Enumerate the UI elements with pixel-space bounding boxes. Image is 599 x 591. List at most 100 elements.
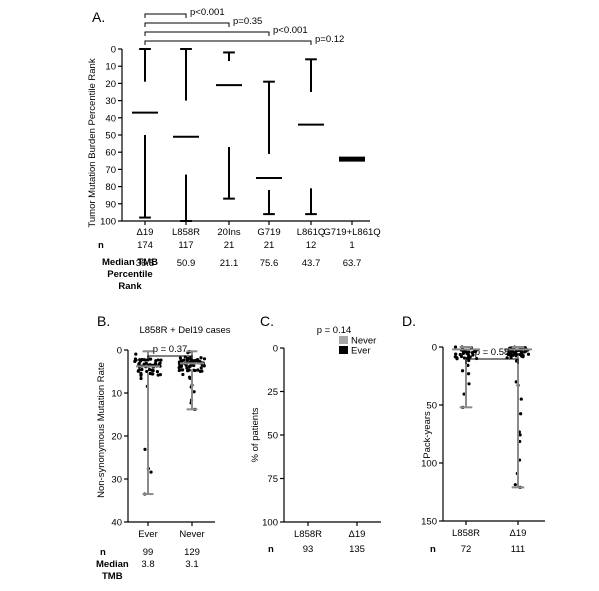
panel-b-0-data-point <box>133 357 138 361</box>
panel-b-median-label-line1: Median <box>96 559 129 570</box>
panel-a-y-axis-label: Tumor Mutation Burden Percentile Rank <box>87 58 98 227</box>
panel-b-x-tick-label: Ever <box>138 529 158 540</box>
panel-a-n-value: 12 <box>306 240 317 251</box>
panel-a-comparison-bracket <box>144 31 270 36</box>
panel-b-0-data-point <box>149 470 153 474</box>
panel-b-0-data-point <box>155 370 160 374</box>
panel-a-y-tick-label: 40 <box>105 113 116 124</box>
panel-d-n-value: 72 <box>461 544 472 555</box>
panel-b-0-data-point <box>143 447 147 451</box>
panel-d-0-data-point <box>467 382 471 386</box>
panel-b-0-data-point <box>142 362 146 366</box>
panel-d-0-data-point <box>467 350 471 354</box>
panel-b-letter: B. <box>97 313 110 329</box>
panel-c-legend-label: Never <box>351 336 376 347</box>
panel-b-0-data-point <box>137 362 141 366</box>
panel-b-1-data-point <box>177 365 181 370</box>
panel-d-x-tick-label: L858R <box>452 528 480 539</box>
panel-a-median-value: 63.7 <box>343 258 362 269</box>
panel-a-median-value: 36.5 <box>136 258 155 269</box>
panel-d-0-data-point <box>467 358 471 363</box>
panel-d-1-data-point <box>519 412 523 416</box>
panel-d-0-data-point <box>464 350 468 354</box>
panel-d-0-data-point <box>468 355 472 359</box>
panel-a-y-tick-label: 90 <box>105 199 116 210</box>
panel-b-1-data-point <box>192 390 196 394</box>
panel-d-1-data-point <box>519 397 523 401</box>
panel-a-y-tick-label: 70 <box>105 165 116 176</box>
panel-d-1-data-point <box>513 483 517 487</box>
panel-b-0-data-point <box>139 376 143 381</box>
panel-d-0-data-point <box>453 355 457 359</box>
panel-a-median-value: 75.6 <box>260 258 279 269</box>
panel-b-1-data-point <box>188 364 192 368</box>
panel-b-title: L858R + Del19 cases <box>139 325 230 336</box>
panel-c-n-value: 135 <box>349 544 365 555</box>
panel-a-y-tick-label: 20 <box>105 79 116 90</box>
panel-c-legend-label: Ever <box>351 346 371 357</box>
panel-b-n-value: 129 <box>184 547 200 558</box>
panel-a-comparison-bracket <box>144 22 230 27</box>
panel-a-x-tick-label: L861Q <box>297 227 326 238</box>
panel-c-y-tick-label: 75 <box>267 474 278 485</box>
panel-d-1-data-point <box>518 433 522 437</box>
panel-b-y-tick-label: 20 <box>111 432 122 443</box>
panel-a-median-value: 50.9 <box>177 258 196 269</box>
panel-c-letter: C. <box>260 313 274 329</box>
panel-b-0-data-point <box>140 367 144 372</box>
panel-d-0-data-point <box>471 353 475 357</box>
panel-b-1-data-point <box>186 369 190 373</box>
panel-a-x-tick-label: G719+L861Q <box>323 227 380 238</box>
panel-c-x-tick-label: L858R <box>294 529 322 540</box>
panel-b-1-data-point <box>197 359 202 363</box>
panel-d-y-tick-label: 100 <box>421 459 437 470</box>
panel-a-p-value: p<0.001 <box>190 7 225 18</box>
panel-a-median-value: 43.7 <box>302 258 321 269</box>
panel-b-0-data-point <box>149 357 153 361</box>
panel-c-p-value: p = 0.14 <box>317 325 352 336</box>
panel-b-0-data-point <box>138 358 142 362</box>
panel-a-n-value: 174 <box>137 240 153 251</box>
panel-a-p-value: p=0.12 <box>315 34 344 45</box>
panel-d-n-value: 111 <box>511 544 525 555</box>
panel-b-1-data-point <box>187 375 192 379</box>
panel-b-1-data-point <box>178 356 182 360</box>
panel-a-n-value: 21 <box>224 240 235 251</box>
panel-a-median-label-line2: Percentile <box>107 269 152 280</box>
panel-d-0-data-point <box>466 363 470 367</box>
panel-a-y-tick-label: 0 <box>111 45 116 56</box>
panel-b-0-data-point <box>145 369 149 374</box>
panel-d-boxplot: 0 50 100 150 L858R 72 Δ19 111 p = 0.58 <box>421 343 545 555</box>
panel-b-median-value: 3.8 <box>141 559 154 570</box>
panel-d-1-data-point <box>526 352 531 356</box>
panel-a-comparison-bracket <box>144 40 312 45</box>
panel-d-1-data-point <box>511 353 515 357</box>
panel-b-comparison-bracket <box>147 355 193 361</box>
panel-d-0-data-point <box>454 352 458 356</box>
panel-b-0-data-point <box>134 352 138 356</box>
panel-c-legend-swatch <box>339 346 348 354</box>
panel-d-y-tick-label: 150 <box>421 517 437 528</box>
panel-a-comparison-bracket <box>144 13 187 18</box>
panel-b-median-value: 3.1 <box>185 559 198 570</box>
panel-a-n-label: n <box>98 240 104 251</box>
panel-d-letter: D. <box>402 313 416 329</box>
panel-d-0-data-point <box>473 350 477 354</box>
panel-d-y-tick-label: 50 <box>426 401 437 412</box>
panel-a-median-value: 21.1 <box>220 258 239 269</box>
panel-b-p-value: p = 0.37 <box>153 344 188 355</box>
panel-b-0-data-point <box>151 369 155 373</box>
panel-b-0-data-point <box>154 362 158 366</box>
panel-d-0-data-point <box>459 354 464 359</box>
panel-a-x-tick-label: Δ19 <box>137 227 154 238</box>
panel-b-y-tick-label: 30 <box>111 475 122 486</box>
panel-a-n-value: 117 <box>178 240 193 251</box>
panel-d-0-data-point <box>461 351 466 355</box>
panel-a-p-value: p=0.35 <box>233 16 262 27</box>
panel-d-0-data-point <box>462 392 466 396</box>
panel-c-legend-swatch <box>339 336 348 344</box>
panel-a-n-value: 21 <box>264 240 275 251</box>
panel-b-0-data-point <box>136 369 140 373</box>
panel-b-median-label-line2: TMB <box>102 571 123 582</box>
